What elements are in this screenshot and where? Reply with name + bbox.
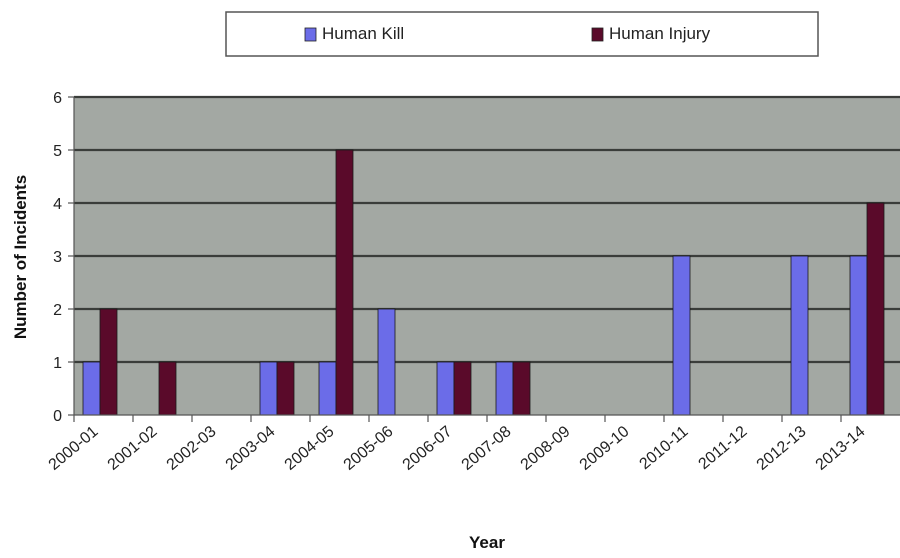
x-tick-label: 2013-14 <box>813 423 869 474</box>
x-tick-label: 2010-11 <box>637 423 692 473</box>
x-tick-label: 2003-04 <box>223 423 279 474</box>
legend-label-human-injury: Human Injury <box>609 24 711 43</box>
x-tick-label: 2008-09 <box>518 423 574 474</box>
y-tick-label: 0 <box>53 408 62 425</box>
bar-human-kill <box>377 308 396 416</box>
x-axis-title: Year <box>469 533 505 552</box>
bar-human-injury <box>276 361 295 416</box>
bars <box>82 149 885 416</box>
bar-human-injury <box>512 361 531 416</box>
x-tick-label: 2004-05 <box>282 423 338 474</box>
bar-human-injury <box>866 202 885 416</box>
x-tick-label: 2011-12 <box>696 423 751 473</box>
bar-human-injury <box>335 149 354 416</box>
legend-swatch-human-injury <box>591 27 604 42</box>
y-tick-label: 1 <box>53 355 62 372</box>
bar-human-kill <box>259 361 278 416</box>
bar-human-kill <box>849 255 868 416</box>
bar-human-kill <box>318 361 337 416</box>
y-tick-label: 6 <box>53 90 62 107</box>
y-tick-label: 5 <box>53 143 62 160</box>
bar-human-injury <box>99 308 118 416</box>
y-tick-label: 2 <box>53 302 62 319</box>
y-tick-label: 3 <box>53 249 62 266</box>
legend: Human Kill Human Injury <box>225 11 819 57</box>
x-tick-label: 2001-02 <box>105 423 161 474</box>
gridlines <box>74 95 900 364</box>
x-tick-label: 2012-13 <box>754 423 810 474</box>
x-tick-label: 2006-07 <box>400 423 456 474</box>
bar-human-injury <box>158 361 177 416</box>
y-tick-labels: 0 1 2 3 4 5 6 <box>53 90 74 425</box>
legend-box <box>225 11 819 57</box>
x-tick-label: 2007-08 <box>459 423 515 474</box>
legend-label-human-kill: Human Kill <box>322 24 404 43</box>
legend-swatch-human-kill <box>304 27 317 42</box>
y-tick-label: 4 <box>53 196 62 213</box>
bar-human-kill <box>790 255 809 416</box>
x-tick-label: 2002-03 <box>164 423 220 474</box>
bar-human-kill <box>82 361 101 416</box>
bar-human-injury <box>453 361 472 416</box>
x-tick-label: 2005-06 <box>341 423 397 474</box>
bar-human-kill <box>672 255 691 416</box>
bar-human-kill <box>436 361 455 416</box>
x-tick-label: 2000-01 <box>46 423 102 474</box>
x-tick-labels: 2000-01 2001-02 2002-03 2003-04 2004-05 2005-… <box>46 415 869 474</box>
y-axis-title: Number of Incidents <box>11 175 30 339</box>
x-tick-label: 2009-10 <box>577 423 633 474</box>
bar-human-kill <box>495 361 514 416</box>
